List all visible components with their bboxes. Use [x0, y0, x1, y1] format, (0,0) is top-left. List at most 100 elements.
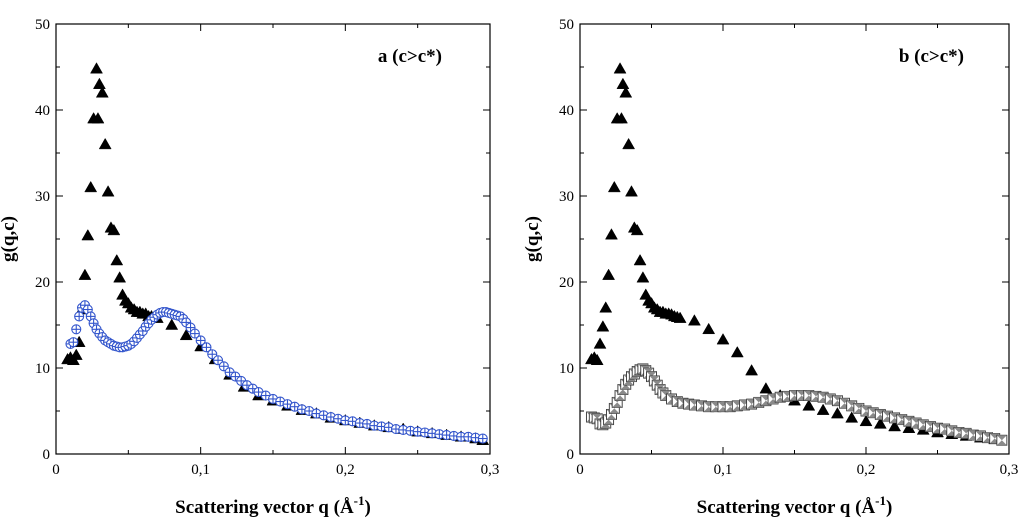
panel-label: a (c>c*) [378, 46, 442, 67]
data-point-crossed-circle [340, 415, 351, 426]
data-point-crossed-circle [398, 424, 409, 435]
data-point-triangle [859, 414, 873, 427]
data-point-triangle [702, 322, 716, 335]
data-point-crossed-circle [218, 361, 229, 372]
x-axis-title-exponent: -1 [354, 493, 365, 508]
data-point-crossed-circle [195, 335, 206, 346]
data-point-triangle [622, 137, 636, 150]
x-axis-title-suffix: ) [365, 497, 371, 518]
y-tick-label: 10 [35, 361, 50, 377]
panel-label: b (c>c*) [899, 46, 964, 67]
y-tick-label: 40 [559, 103, 574, 119]
x-tick-label: 0,2 [857, 462, 876, 478]
data-point-triangle [95, 86, 109, 98]
data-point-triangle [596, 320, 610, 332]
x-axis-title-prefix: Scattering vector q ( [697, 497, 862, 518]
data-point-triangle [730, 346, 744, 358]
data-point-triangle [633, 253, 647, 266]
x-tick-label: 0,1 [191, 462, 210, 478]
data-point-triangle [716, 333, 730, 345]
x-tick-label: 0 [576, 462, 584, 478]
x-tick-label: 0,2 [336, 462, 355, 478]
y-axis-title: g(q,c) [0, 216, 19, 262]
data-point-triangle [98, 137, 112, 150]
x-axis-title: Scattering vector q (Å-1) [175, 493, 371, 518]
data-point-crossed-circle [201, 342, 212, 353]
data-point-triangle [619, 86, 633, 98]
panel-a-chart: 0 10 20 30 40 50 0 0,1 0,2 0,3 a (c>c*) g(q,c) Scatt… [0, 17, 499, 518]
data-point-triangle [92, 77, 106, 89]
y-tick-label: 10 [559, 361, 574, 377]
data-point-crossed-circle [71, 324, 82, 335]
data-points [61, 62, 490, 445]
data-point-triangle [607, 180, 621, 193]
y-tick-label: 50 [559, 17, 574, 33]
x-axis-title: Scattering vector q (Å-1) [697, 493, 893, 518]
data-point-crossed-circle [212, 355, 224, 366]
data-point-triangle [613, 62, 627, 74]
data-point-crossed-circle [477, 433, 488, 444]
data-point-crossed-circle [419, 427, 430, 438]
data-point-triangle [830, 407, 844, 419]
data-point-triangle [107, 223, 121, 236]
data-point-triangle [113, 271, 127, 283]
data-point-triangle [165, 318, 179, 330]
data-point-triangle [687, 314, 701, 326]
data-point-triangle [625, 185, 638, 197]
y-tick-label: 30 [35, 189, 50, 205]
x-tick-label: 0,3 [481, 462, 500, 478]
data-point-triangle [888, 419, 902, 432]
data-point-triangle [590, 353, 604, 366]
data-point-triangle [101, 185, 115, 197]
x-tick-label: 0 [52, 462, 60, 478]
y-tick-label: 50 [35, 17, 50, 33]
data-points [585, 62, 1008, 446]
y-tick-label: 40 [35, 103, 50, 119]
data-point-triangle [81, 229, 95, 241]
data-point-crossed-circle [74, 311, 85, 322]
data-point-triangle [615, 112, 628, 124]
y-tick-label: 0 [43, 447, 51, 463]
data-point-triangle [110, 253, 124, 266]
y-tick-label: 20 [35, 275, 50, 291]
x-axis-title-prefix: Scattering vector q ( [175, 497, 340, 518]
y-tick-label: 0 [567, 447, 575, 463]
data-point-triangle [602, 268, 616, 280]
data-point-crossed-circle [376, 421, 387, 432]
x-axis-title-suffix: ) [886, 497, 892, 518]
panel-b-chart: 0 10 20 30 40 50 0 0,1 0,2 0,3 b (c>c*) g(q,c) Scatt… [522, 17, 1018, 518]
data-point-triangle [759, 382, 773, 394]
data-point-triangle [78, 268, 92, 280]
data-point-hourglass-square [996, 434, 1008, 446]
data-point-triangle [90, 62, 103, 74]
data-point-crossed-circle [207, 349, 218, 360]
plot-frame [579, 23, 1010, 455]
data-point-triangle [745, 364, 759, 376]
x-axis-title-exponent: -1 [875, 493, 886, 508]
data-point-crossed-circle [68, 337, 79, 348]
data-point-crossed-circle [456, 431, 467, 442]
x-tick-label: 0,1 [714, 462, 733, 478]
y-tick-label: 20 [559, 275, 574, 291]
data-point-triangle [616, 77, 630, 89]
data-point-triangle [845, 411, 859, 423]
y-tick-label: 30 [559, 189, 574, 205]
y-axis-title: g(q,c) [522, 216, 543, 262]
data-point-triangle [69, 348, 83, 360]
data-point-crossed-circle [354, 417, 365, 429]
x-axis-title-unit: Å [340, 497, 354, 518]
x-axis-title-unit: Å [861, 497, 875, 518]
x-tick-label: 0,3 [1000, 462, 1019, 478]
data-point-triangle [630, 223, 644, 236]
data-point-triangle [91, 112, 105, 124]
data-point-triangle [873, 417, 887, 429]
data-point-triangle [84, 180, 98, 193]
data-point-triangle [593, 337, 607, 349]
plot-frame [55, 23, 491, 455]
data-point-triangle [179, 328, 193, 341]
data-point-crossed-circle [189, 328, 200, 339]
data-point-triangle [605, 228, 618, 240]
data-point-triangle [673, 311, 687, 323]
data-point-triangle [816, 403, 830, 415]
